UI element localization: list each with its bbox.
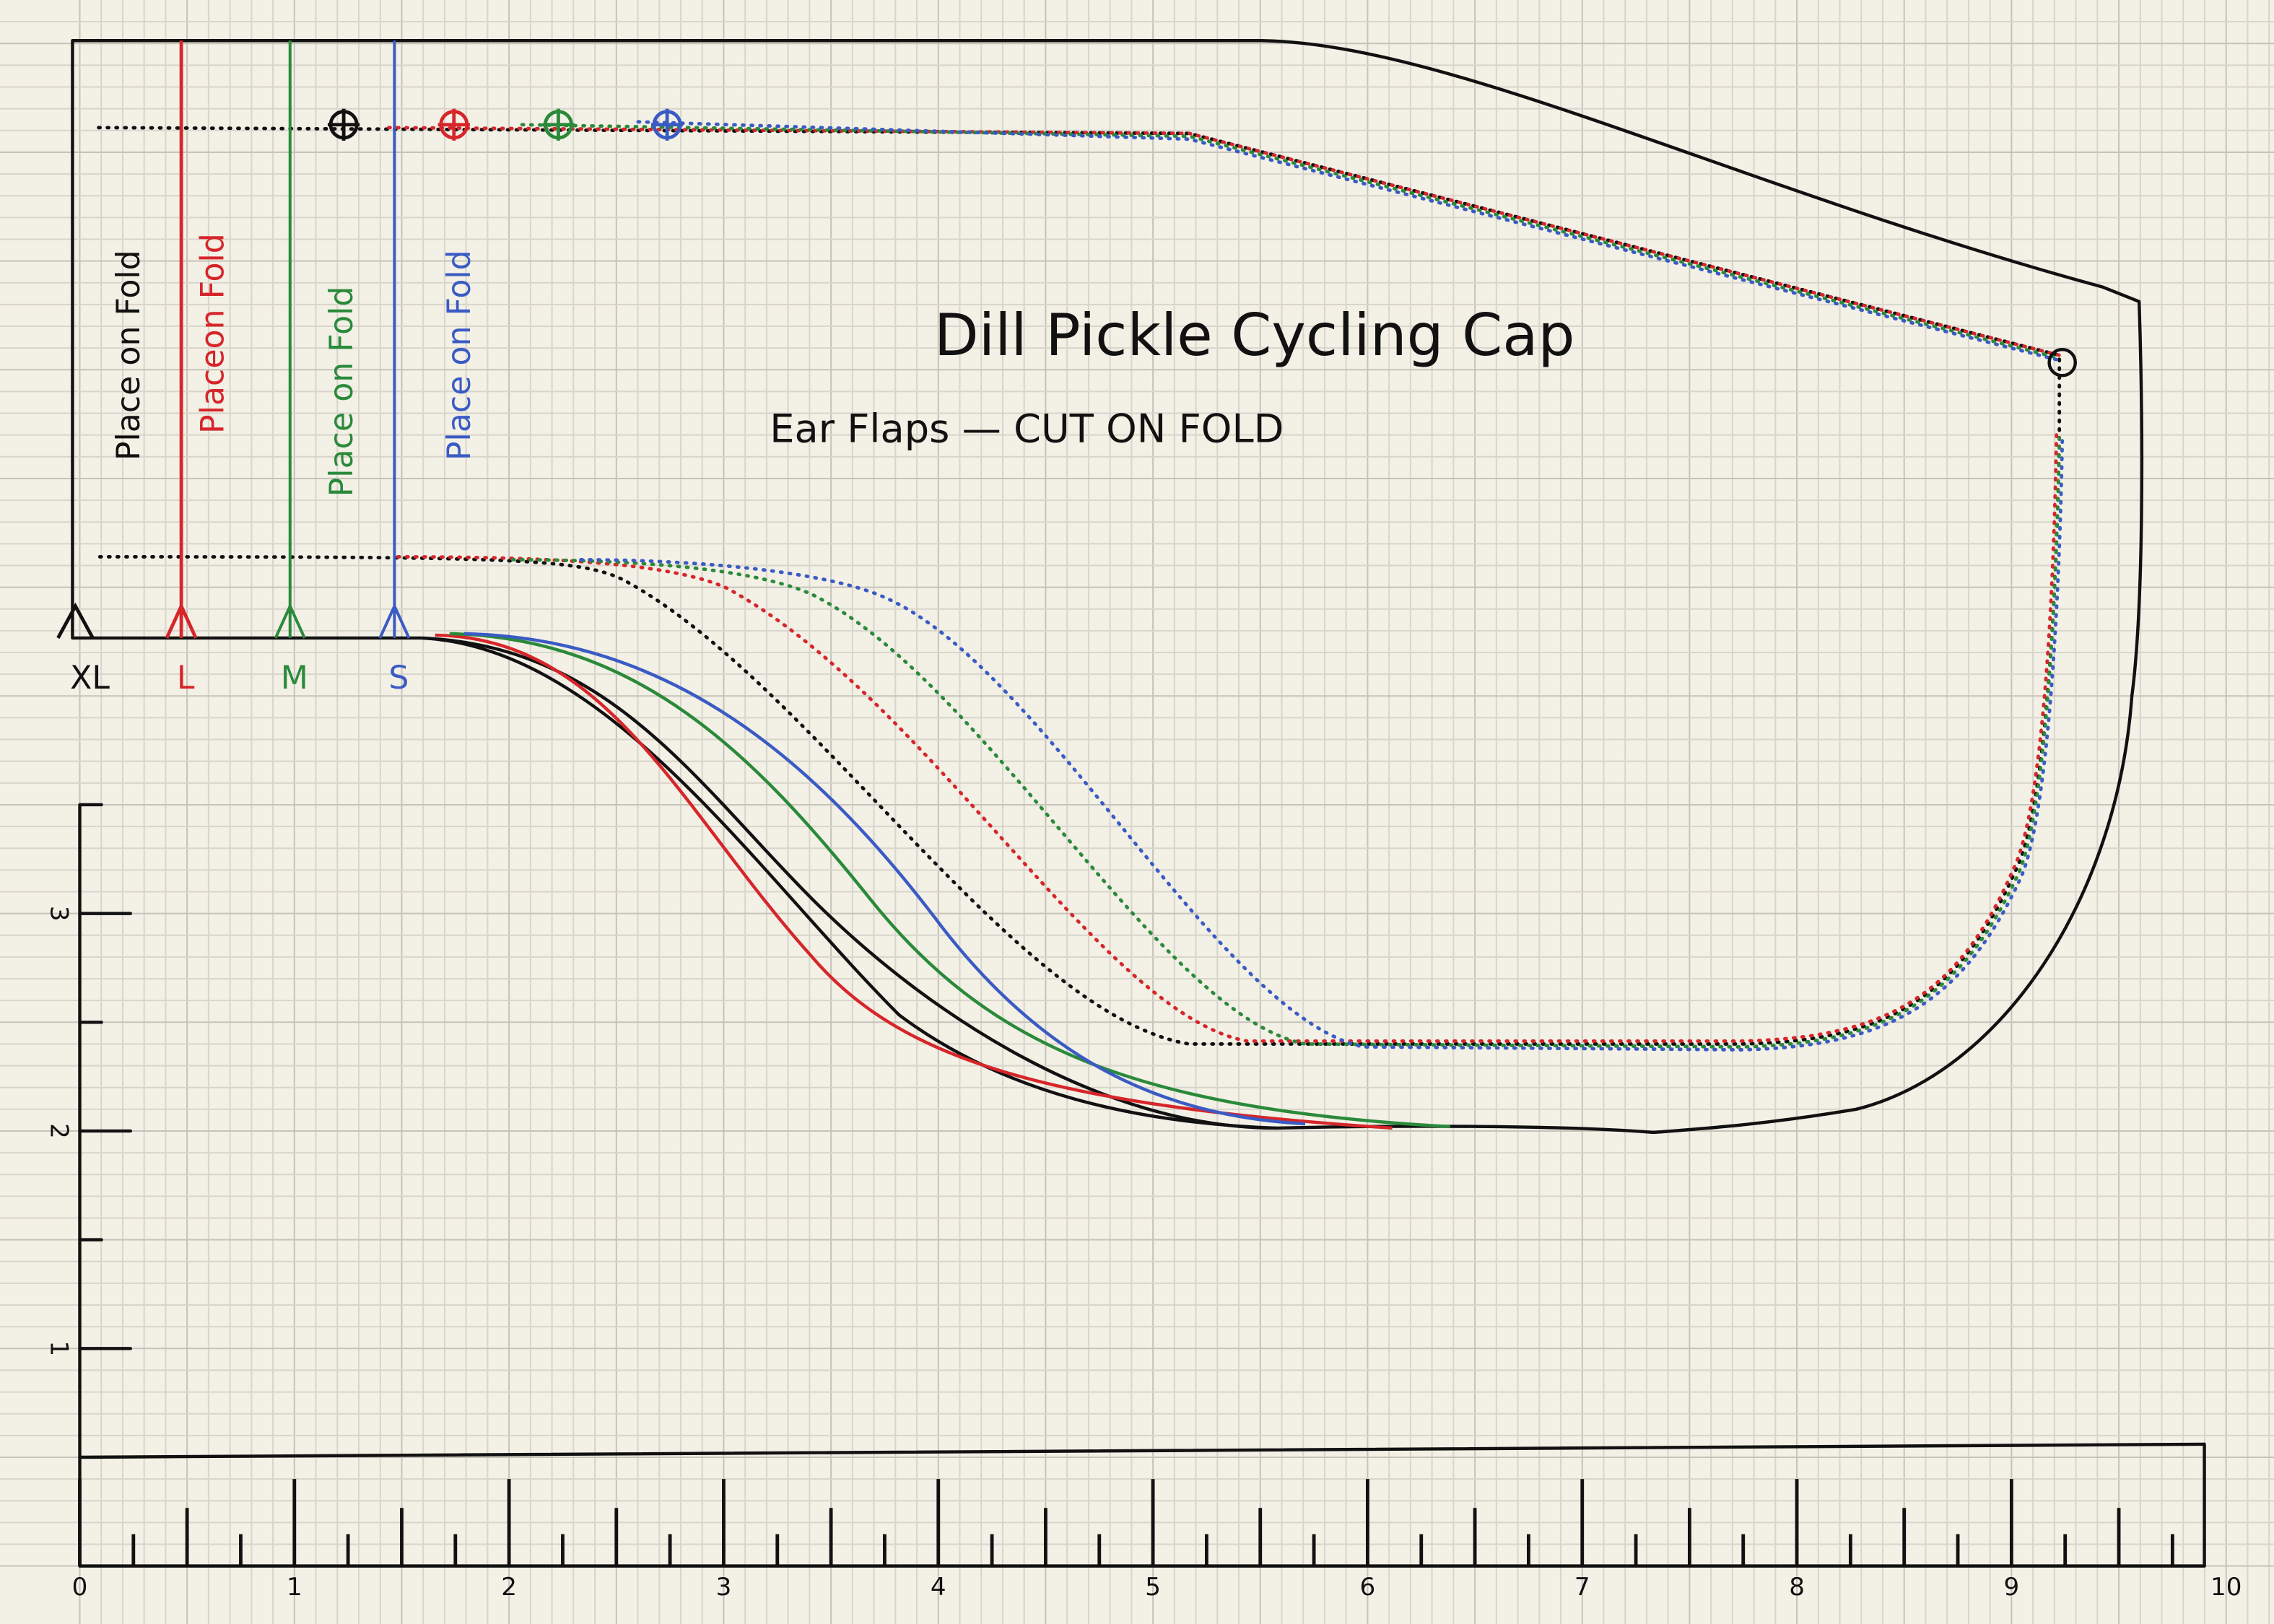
notch-marker — [542, 108, 575, 141]
ruler-label: 0 — [72, 1573, 88, 1602]
cap-outline — [71, 39, 2144, 1135]
fold-line — [56, 602, 95, 639]
size-label: XL — [70, 660, 110, 697]
subtitle: Ear Flaps — CUT ON FOLD — [770, 406, 1284, 452]
ruler-label: 2 — [501, 1573, 517, 1602]
title: Dill Pickle Cycling Cap — [934, 301, 1575, 369]
dotted-line — [578, 120, 2065, 1052]
fold-label: Place on Fold — [323, 286, 360, 497]
fold-line — [165, 40, 198, 639]
ruler-ticks — [78, 1479, 2174, 1566]
size-label: M — [281, 660, 308, 697]
ruler-label: 1 — [287, 1573, 302, 1602]
dotted-line — [386, 126, 2062, 1043]
fold-label: Place on Fold — [441, 250, 478, 460]
ruler-label: 5 — [1145, 1573, 1161, 1602]
notch-marker — [651, 108, 684, 141]
ruler-label: 1 — [44, 1340, 73, 1356]
ruler-label: 6 — [1360, 1573, 1376, 1602]
size-label: S — [388, 660, 409, 697]
notch-markers — [328, 108, 684, 141]
fold-label: Placeon Fold — [194, 233, 231, 434]
ruler-label: 3 — [716, 1573, 732, 1602]
marker-circle — [2047, 347, 2077, 377]
fold-label: Place on Fold — [110, 250, 147, 460]
ruler-label: 10 — [2210, 1573, 2242, 1602]
fold-lines — [56, 40, 411, 639]
s-curve — [463, 632, 1306, 1126]
ruler-label: 2 — [44, 1123, 73, 1139]
xl-curve — [422, 636, 1278, 1130]
fold-line — [274, 40, 306, 639]
ruler-label: 8 — [1789, 1573, 1805, 1602]
m-curve — [449, 632, 1451, 1129]
ruler-label: 4 — [931, 1573, 946, 1602]
ruler-label: 3 — [44, 906, 73, 922]
ruler-label: 7 — [1574, 1573, 1590, 1602]
size-label: L — [177, 660, 195, 697]
left-ruler — [78, 803, 133, 1459]
ruler-label: 9 — [2004, 1573, 2020, 1602]
notch-marker — [328, 108, 360, 141]
fold-line — [378, 40, 411, 639]
l-curve — [435, 633, 1393, 1130]
notch-marker — [437, 108, 470, 141]
